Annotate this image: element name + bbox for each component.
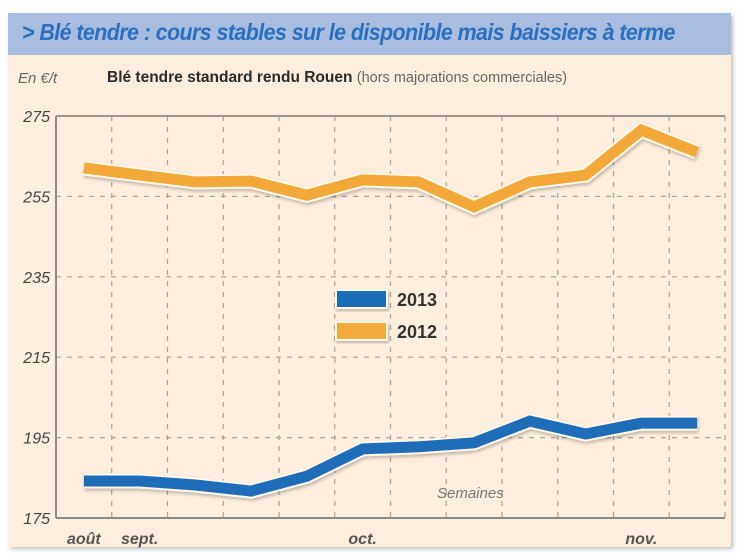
x-tick-label: nov. xyxy=(625,531,657,548)
chart-subtitle-note: (hors majorations commerciales) xyxy=(356,70,568,86)
header-title: > Blé tendre : cours stables sur le disp… xyxy=(22,19,675,45)
y-tick-label: 255 xyxy=(22,189,50,206)
legend: 2013 2012 xyxy=(335,289,437,342)
x-axis-ticks: août sept. oct. nov. xyxy=(67,531,657,548)
header-bar: > Blé tendre : cours stables sur le disp… xyxy=(8,13,731,55)
axes xyxy=(55,115,725,519)
y-tick-label: 195 xyxy=(23,431,50,448)
chart-subtitle-main: Blé tendre standard rendu Rouen xyxy=(107,69,353,86)
x-axis-label: Semaines xyxy=(437,485,504,502)
y-tick-label: 235 xyxy=(22,270,50,287)
chart-subtitle: Blé tendre standard rendu Rouen (hors ma… xyxy=(107,69,567,87)
y-tick-label: 275 xyxy=(22,109,50,126)
legend-label-2012: 2012 xyxy=(397,322,437,342)
legend-swatch-2012 xyxy=(335,321,388,341)
legend-label-2013: 2013 xyxy=(397,290,437,310)
series-line-2013 xyxy=(83,415,698,497)
x-tick-label: août xyxy=(67,531,101,548)
series-lines xyxy=(82,121,700,499)
y-tick-label: 215 xyxy=(22,350,50,367)
y-unit-label: En €/t xyxy=(18,70,58,87)
y-tick-label: 175 xyxy=(23,511,50,528)
y-axis-ticks: 175 195 215 235 255 275 xyxy=(22,109,50,528)
series-line-2012 xyxy=(83,123,700,213)
legend-swatch-2013 xyxy=(335,289,388,309)
x-tick-label: sept. xyxy=(121,531,158,548)
chart-panel xyxy=(8,13,731,547)
x-tick-label: oct. xyxy=(348,531,376,548)
